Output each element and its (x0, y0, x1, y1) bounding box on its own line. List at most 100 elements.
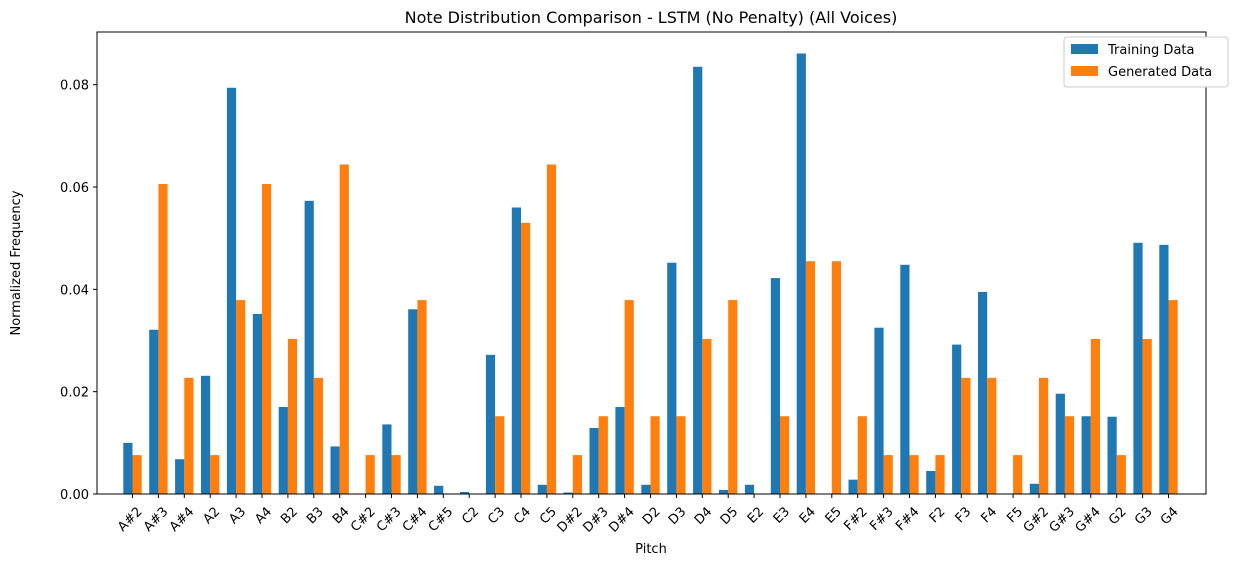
x-tick-label: A#3 (141, 504, 171, 534)
bar-generated-A#4 (184, 377, 194, 494)
legend: Training Data Generated Data (1063, 36, 1229, 88)
bar-training-B3 (304, 200, 314, 494)
bar-generated-A2 (210, 455, 220, 494)
bar-generated-F4 (987, 377, 997, 494)
bar-generated-G#3 (1064, 416, 1075, 494)
x-tick-label: A#4 (167, 504, 197, 534)
x-tick-label: D2 (640, 504, 664, 528)
bar-training-G#4 (1081, 416, 1091, 494)
bar-training-E4 (796, 53, 806, 495)
legend-swatch-generated (1071, 66, 1098, 76)
bar-training-B4 (330, 446, 340, 494)
x-tick-label: F2 (927, 504, 949, 526)
y-axis: 0.00 0.02 0.04 0.06 0.08 (60, 79, 97, 503)
x-tick-label: F#3 (867, 504, 896, 533)
x-tick-label: G4 (1158, 504, 1182, 528)
x-tick-label: G3 (1132, 504, 1156, 528)
x-tick-label: F#2 (841, 504, 870, 533)
x-tick-label: A4 (252, 504, 275, 527)
bar-generated-G4 (1168, 300, 1178, 494)
bar-training-F2 (926, 470, 936, 494)
bar-training-D2 (641, 484, 651, 494)
x-tick-label: G#3 (1047, 504, 1078, 535)
y-axis-label: Normalized Frequency (9, 190, 24, 335)
bar-training-A#4 (175, 459, 185, 494)
x-tick-label: B3 (304, 504, 327, 527)
bar-generated-A#2 (132, 455, 142, 494)
legend-box (1063, 36, 1229, 88)
bar-generated-D5 (728, 300, 738, 494)
x-tick-label: C#4 (400, 504, 431, 535)
bar-training-E3 (770, 278, 780, 494)
bar-generated-A#3 (158, 183, 168, 494)
x-tick-label: B2 (278, 504, 301, 527)
bar-generated-D4 (702, 338, 712, 494)
bar-generated-E5 (831, 261, 841, 494)
bar-training-D#2 (563, 492, 573, 494)
bar-training-G#3 (1055, 393, 1065, 494)
x-tick-label: G2 (1106, 504, 1130, 528)
bars-group (123, 53, 1178, 495)
bar-training-D4 (693, 66, 703, 494)
bar-training-A4 (252, 313, 262, 494)
bar-generated-F#2 (857, 416, 867, 494)
bar-generated-C#2 (365, 455, 375, 494)
x-tick-label: A2 (200, 504, 223, 527)
bar-training-G2 (1107, 416, 1117, 494)
x-tick-label: C2 (459, 504, 482, 527)
bar-generated-D#3 (598, 416, 608, 494)
bar-training-G#2 (1029, 483, 1039, 494)
x-tick-label: D#2 (555, 504, 586, 535)
bar-generated-G#2 (1039, 377, 1049, 494)
bar-generated-C4 (521, 222, 531, 494)
bar-training-F#3 (874, 327, 884, 494)
legend-swatch-training (1071, 44, 1098, 54)
x-axis: A#2A#3A#4 A2 A3 A4 B2 B3 B4C#2C#3C#4C#5 C2 C3 C4 C… (115, 494, 1182, 536)
x-tick-label: F#4 (893, 504, 922, 533)
bar-training-F4 (978, 291, 988, 494)
x-tick-label: D#4 (606, 504, 637, 535)
legend-label-generated: Generated Data (1108, 65, 1212, 80)
bar-training-D#3 (589, 428, 599, 494)
bar-generated-F#4 (909, 455, 919, 494)
legend-label-training: Training Data (1107, 43, 1194, 58)
bar-generated-B4 (339, 164, 349, 494)
x-tick-label: C#3 (374, 504, 405, 535)
y-tick-label: 0.02 (60, 386, 89, 401)
x-tick-label: D4 (692, 504, 716, 528)
bar-generated-A3 (236, 300, 246, 494)
bar-training-D#4 (615, 407, 625, 494)
y-tick-label: 0.00 (60, 488, 89, 503)
chart-title: Note Distribution Comparison - LSTM (No … (405, 8, 898, 27)
bar-training-D3 (667, 262, 677, 494)
bar-training-F#4 (900, 264, 910, 494)
bar-generated-D2 (650, 416, 660, 494)
bar-generated-D#4 (624, 300, 634, 494)
bar-generated-F2 (935, 455, 945, 494)
bar-training-A#2 (123, 442, 133, 494)
bar-training-F#2 (848, 479, 858, 494)
x-tick-label: E2 (745, 504, 767, 526)
y-tick-label: 0.06 (60, 181, 89, 196)
x-axis-label: Pitch (635, 542, 667, 557)
bar-training-C5 (537, 484, 547, 494)
bar-generated-G3 (1142, 338, 1152, 494)
bar-training-C4 (511, 207, 521, 495)
x-tick-label: D#3 (581, 504, 612, 535)
bar-generated-F5 (1013, 455, 1023, 494)
x-tick-label: G#4 (1073, 504, 1104, 535)
bar-generated-C3 (495, 416, 505, 494)
bar-training-A2 (201, 375, 211, 494)
bar-training-G4 (1159, 244, 1169, 494)
bar-generated-E4 (805, 261, 816, 494)
bar-training-C#4 (408, 309, 418, 494)
x-tick-label: D5 (718, 504, 742, 528)
x-tick-label: D3 (666, 504, 690, 528)
bar-generated-C5 (546, 164, 557, 494)
bar-generated-G2 (1116, 455, 1126, 494)
bar-generated-B3 (313, 377, 323, 494)
x-tick-label: F3 (953, 504, 975, 526)
x-tick-label: E3 (771, 504, 793, 526)
bar-generated-B2 (287, 338, 298, 494)
